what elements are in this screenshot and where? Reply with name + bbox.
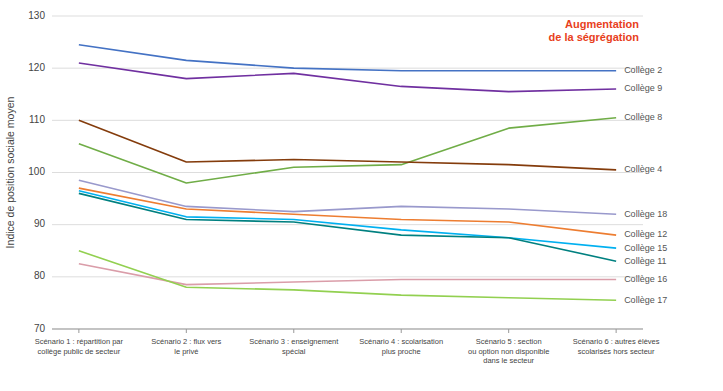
x-tick xyxy=(616,329,617,333)
y-tick-label: 100 xyxy=(28,166,45,177)
series-label: Collège 9 xyxy=(624,83,662,93)
grid-line xyxy=(52,68,643,69)
grid-line xyxy=(52,172,643,173)
x-tick-label: Scénario 1 : répartition parcollège publ… xyxy=(35,337,124,356)
series-label: Collège 18 xyxy=(624,209,667,219)
x-tick-label: Scénario 3 : enseignementspécial xyxy=(249,337,339,356)
y-tick-label: 70 xyxy=(34,323,46,334)
annotation: Augmentationde la ségrégation xyxy=(549,18,640,43)
x-tick-label: Scénario 4 : scolarisationplus proche xyxy=(359,337,443,356)
series-line xyxy=(79,264,616,285)
y-tick-label: 90 xyxy=(34,218,46,229)
x-tick-label: Scénario 6 : autres élèvesscolarisés hor… xyxy=(573,337,660,356)
chart: 70 80 90 100 110 120 130 Indice de position soc… xyxy=(0,0,723,391)
x-tick xyxy=(78,329,79,333)
series-label: Collège 12 xyxy=(624,229,667,239)
y-tick-label: 110 xyxy=(29,114,45,125)
chart-container: 70 80 90 100 110 120 130 Indice de position soc… xyxy=(0,0,723,391)
series-line xyxy=(79,63,616,92)
x-tick xyxy=(401,329,402,333)
x-tick xyxy=(508,329,509,333)
y-axis-label: Indice de position sociale moyen xyxy=(4,96,16,248)
series-label: Collège 11 xyxy=(624,256,666,266)
y-tick-label: 120 xyxy=(28,62,45,73)
series-label: Collège 2 xyxy=(624,65,662,75)
series-label: Collège 15 xyxy=(624,243,667,253)
series-line xyxy=(79,120,616,170)
series-line xyxy=(79,45,616,71)
grid-line xyxy=(52,120,643,121)
series-line xyxy=(79,251,616,301)
y-axis: 70 80 90 100 110 120 130 xyxy=(28,10,45,334)
x-tick xyxy=(293,329,294,333)
series-line xyxy=(79,193,616,261)
x-axis: Scénario 1 : répartition parcollège publ… xyxy=(35,329,660,365)
grid xyxy=(52,16,643,329)
series-labels: Collège 2 Collège 9 Collège 8 Collège 4 Coll… xyxy=(624,65,667,305)
series-label: Collège 4 xyxy=(624,164,662,174)
grid-line xyxy=(52,16,643,17)
grid-line xyxy=(52,329,643,330)
x-tick xyxy=(186,329,187,333)
series-label: Collège 8 xyxy=(624,112,662,122)
x-tick-label: Scénario 5 : sectionou option non dispon… xyxy=(468,337,549,365)
series-label: Collège 17 xyxy=(624,295,667,305)
y-tick-label: 80 xyxy=(34,270,46,281)
series-label: Collège 16 xyxy=(624,274,667,284)
x-axis-line xyxy=(52,329,643,330)
series-lines xyxy=(79,45,616,301)
series-line xyxy=(79,118,616,183)
series-line xyxy=(79,191,616,248)
y-tick-label: 130 xyxy=(28,10,45,21)
x-tick-label: Scénario 2 : flux versle privé xyxy=(151,337,221,356)
series-line xyxy=(79,180,616,214)
